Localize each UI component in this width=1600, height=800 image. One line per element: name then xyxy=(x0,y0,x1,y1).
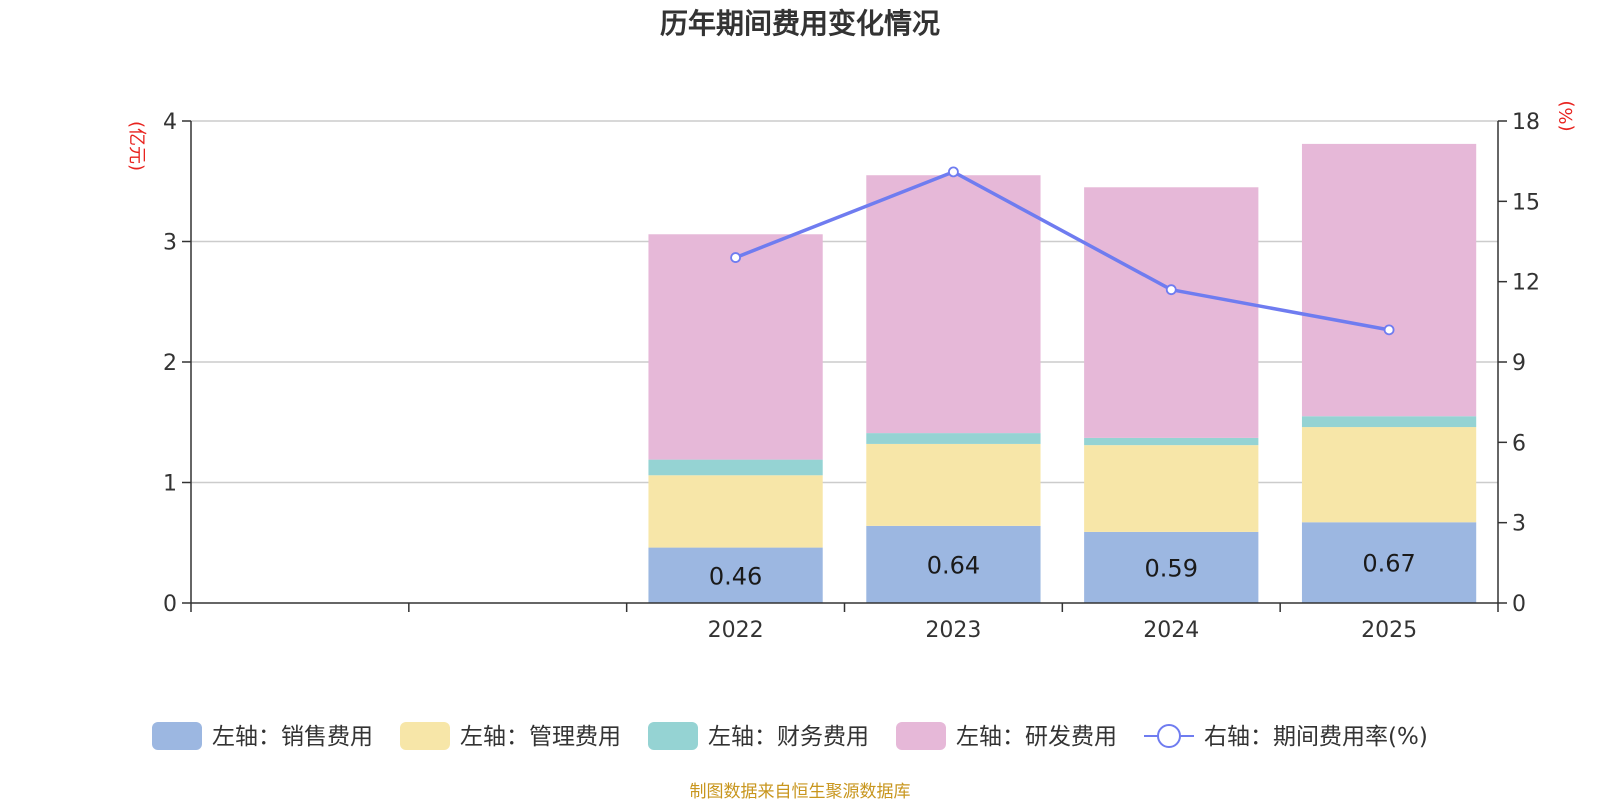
bars xyxy=(648,143,1477,603)
legend: 左轴：销售费用 左轴：管理费用 左轴：财务费用 左轴：研发费用 右轴：期间费用率(%) xyxy=(152,722,1428,750)
left-tick-label: 1 xyxy=(163,472,177,497)
legend-label: 左轴：研发费用 xyxy=(956,724,1117,750)
legend-label: 左轴：管理费用 xyxy=(460,724,621,750)
bar-segment xyxy=(1084,437,1259,446)
bar-labels: 0.46 0.64 0.59 0.67 xyxy=(709,550,1416,591)
chart-title: 历年期间费用变化情况 xyxy=(660,7,940,40)
right-tick-label: 15 xyxy=(1512,190,1540,215)
legend-swatch xyxy=(648,722,698,750)
rate-point xyxy=(1165,284,1177,296)
bar-segment xyxy=(648,547,823,603)
x-tick-label: 2023 xyxy=(925,618,981,643)
right-tick-label: 3 xyxy=(1512,512,1526,537)
bar-segment xyxy=(1301,143,1477,417)
bar-segment xyxy=(866,525,1041,603)
rate-point xyxy=(730,252,741,263)
left-tick-label: 0 xyxy=(163,592,177,617)
rate-line-path xyxy=(734,170,1390,332)
bar-segment xyxy=(1084,531,1259,603)
bar-segment xyxy=(1301,522,1477,603)
legend-swatch xyxy=(400,722,450,750)
bar-value-label: 0.46 xyxy=(709,562,762,590)
bar-segment xyxy=(866,443,1041,526)
bar-value-label: 0.67 xyxy=(1362,550,1415,578)
left-tick-label: 4 xyxy=(163,110,177,135)
bar-segment xyxy=(648,234,823,460)
bar-segment xyxy=(648,475,823,548)
bar-segment xyxy=(1301,416,1477,428)
bar-segment xyxy=(1084,187,1259,438)
x-tick-label: 2025 xyxy=(1361,618,1417,643)
bar-value-label: 0.59 xyxy=(1145,554,1198,582)
legend-label: 右轴：期间费用率(%) xyxy=(1204,724,1428,750)
legend-label: 左轴：销售费用 xyxy=(212,724,373,750)
rate-point xyxy=(948,166,959,178)
legend-label: 左轴：财务费用 xyxy=(708,724,869,750)
right-tick-label: 9 xyxy=(1512,351,1526,376)
right-axis-unit: (%) xyxy=(1556,100,1577,131)
gridlines xyxy=(191,120,1498,484)
right-tick-label: 12 xyxy=(1512,271,1540,296)
x-tick-label: 2022 xyxy=(708,618,764,643)
rate-line xyxy=(730,166,1395,336)
left-tick-label: 3 xyxy=(163,231,177,256)
right-tick-label: 18 xyxy=(1512,110,1540,135)
legend-swatch xyxy=(896,722,946,750)
bar-segment xyxy=(1084,445,1259,532)
bar-segment xyxy=(866,175,1041,434)
data-source-note: 制图数据来自恒生聚源数据库 xyxy=(690,782,911,800)
legend-marker-icon xyxy=(1157,724,1181,748)
right-tick-label: 6 xyxy=(1512,431,1526,456)
bar-segment xyxy=(648,459,823,476)
left-axis-unit: (亿元) xyxy=(126,121,147,171)
right-tick-label: 0 xyxy=(1512,592,1526,617)
bar-value-label: 0.64 xyxy=(927,551,980,579)
legend-swatch xyxy=(152,722,202,750)
rate-point xyxy=(1383,324,1395,336)
bar-segment xyxy=(866,433,1041,444)
bar-segment xyxy=(1301,427,1477,523)
x-tick-label: 2024 xyxy=(1143,618,1199,643)
left-tick-label: 2 xyxy=(163,351,177,376)
